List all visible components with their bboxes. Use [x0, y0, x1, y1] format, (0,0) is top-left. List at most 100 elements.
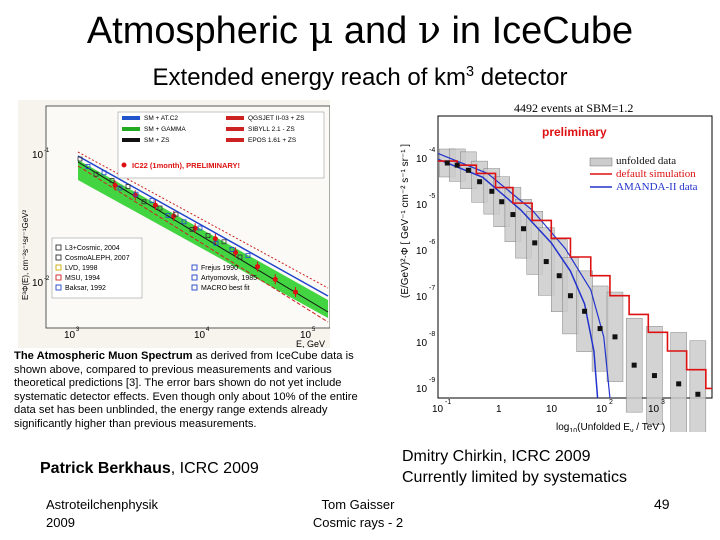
legend-bottom2-marker: [191, 284, 198, 291]
left-y-tick-1-exp: -1: [44, 148, 50, 154]
legend-top-label: QGSJET II-03 + ZS: [248, 115, 305, 122]
footer-mid-line2: Cosmic rays - 2: [312, 515, 404, 530]
unfolded-data-point: [454, 162, 460, 168]
ic22-point: [255, 264, 261, 270]
old-measurement-point: [125, 184, 131, 189]
legend-top-swatch: [226, 138, 244, 142]
old-measurement-point: [197, 225, 203, 231]
old-measurement-point: [165, 213, 171, 218]
right-y-tick-exp: -8: [429, 331, 435, 338]
unfolded-data-point: [521, 226, 527, 232]
right-y-tick-exp: -4: [429, 147, 435, 154]
old-measurement-point: [117, 185, 123, 191]
left-x-tick-1-exp: 3: [76, 327, 80, 333]
legend-top-label: SM + ZS: [144, 137, 170, 144]
right-y-tick: 10: [416, 338, 428, 349]
right-y-tick: 10: [416, 246, 428, 257]
legend-top-swatch: [122, 127, 140, 131]
unfolded-data-point: [612, 334, 618, 340]
legend-bottom-label: CosmoALEPH, 2007: [65, 255, 130, 262]
legend-top: SM + AT.C2 SM + GAMMA SM + ZS QGSJET II-03 …: [122, 115, 305, 144]
legend-bottom2-marker: [191, 274, 198, 281]
legend-top-box: [117, 111, 325, 179]
old-measurement-point: [173, 211, 179, 217]
slide-title: Atmospheric μ and ν in IceCube: [86, 8, 634, 52]
right-x-tick: 10: [432, 404, 444, 415]
ic22-point: [152, 202, 158, 208]
unfolded-data-point: [582, 308, 588, 314]
old-measurement-point: [85, 164, 91, 169]
legend-top-swatch: [122, 138, 140, 142]
legend-bottom-marker: [55, 274, 62, 281]
previous-measurement-points: [77, 156, 251, 260]
footer-left-line1: Astroteilchenphysik: [46, 497, 158, 512]
right-x-tick: 10: [648, 404, 660, 415]
legend-bottom-marker: [55, 244, 62, 251]
right-plot-header: 4492 events at SBM=1.2: [514, 101, 633, 115]
legend-top-swatch: [226, 127, 244, 131]
unfolded-data-point: [567, 293, 573, 299]
model-line-blue: [77, 155, 329, 297]
legend-bottom-label: L3+Cosmic, 2004: [65, 245, 120, 252]
right-x-tick: 10: [596, 404, 608, 415]
right-y-tick: 10: [416, 384, 428, 395]
old-measurement-point: [213, 240, 219, 246]
unfolded-data-point: [532, 240, 538, 246]
muon-spectrum-svg: SM + AT.C2 SM + GAMMA SM + ZS QGSJET II-03 …: [21, 105, 331, 349]
legend-top-swatch: [122, 116, 140, 120]
legend-bottom2-label: MACRO best fit: [201, 285, 250, 292]
legend-bottom-marker: [55, 284, 62, 291]
legend-bottom2-label: Artyomovsk, 1985: [201, 275, 257, 282]
ic22-label: IC22 (1month), PRELIMINARY!: [132, 161, 240, 170]
neutrino-unfolded-spectrum-plot: 4492 events at SBM=1.2 preliminary unfol…: [396, 98, 714, 449]
left-x-tick-3: 10: [300, 330, 312, 341]
right-y-tick-exp: -5: [429, 193, 435, 200]
old-measurement-point: [229, 246, 235, 252]
ic22-point: [292, 289, 298, 295]
ic22-point: [132, 192, 138, 198]
old-measurement-point: [245, 253, 251, 259]
legend-swatch-data: [589, 157, 613, 167]
unfolded-data-point: [489, 188, 495, 194]
right-y-tick-exp: -9: [429, 377, 435, 384]
right-y-tick: 10: [416, 154, 428, 165]
unfolded-data-point: [631, 362, 637, 368]
legend-top-label: SM + AT.C2: [144, 115, 178, 122]
credit-right-line1: Dmitry Chirkin, ICRC 2009: [402, 448, 591, 465]
right-x-tick-exp: 3: [661, 399, 665, 406]
unfolded-data-point: [444, 160, 450, 166]
systematic-box: [689, 340, 707, 449]
legend-top-label: SM + GAMMA: [144, 126, 186, 133]
ic22-point: [192, 225, 198, 231]
legend-bottom: L3+Cosmic, 2004 CosmoALEPH, 2007 LVD, 1998…: [55, 244, 130, 292]
old-measurement-point: [189, 227, 195, 232]
default-simulation-line: [438, 160, 712, 390]
old-measurement-point: [205, 233, 211, 239]
old-measurement-point: [149, 198, 155, 203]
left-x-tick-2: 10: [194, 330, 206, 341]
old-measurement-point: [77, 156, 83, 162]
legend-bottom-label: Baksar, 1992: [65, 285, 106, 292]
atmospheric-muon-spectrum-plot: SM + AT.C2 SM + GAMMA SM + ZS QGSJET II-03 …: [18, 100, 331, 349]
legend-top-label: EPOS 1.61 + ZS: [248, 137, 297, 144]
unfolded-data-point: [499, 199, 505, 205]
right-legend-label: unfolded data: [616, 155, 676, 167]
model-line-red-dotted: [77, 151, 329, 289]
left-x-tick-2-exp: 4: [206, 327, 210, 333]
right-x-tick: 10: [546, 404, 558, 415]
legend-bottom-marker: [55, 254, 62, 261]
unfolded-data-point: [651, 373, 657, 379]
model-line-black: [77, 161, 329, 313]
old-measurement-point: [93, 171, 99, 177]
right-legend-label: default simulation: [616, 168, 696, 180]
unfolded-data-point: [556, 273, 562, 279]
old-measurement-point: [237, 254, 243, 260]
ic22-marker: [121, 162, 127, 168]
legend-bottom2-label: Frejus 1990: [201, 265, 238, 272]
amanda-ii-line: [437, 158, 599, 399]
credit-right-line2: Currently limited by systematics: [402, 469, 627, 486]
credit-left: Patrick Berkhaus, ICRC 2009: [40, 460, 259, 477]
unfolded-data-point: [477, 179, 483, 185]
right-x-tick-exp: 2: [609, 399, 613, 406]
